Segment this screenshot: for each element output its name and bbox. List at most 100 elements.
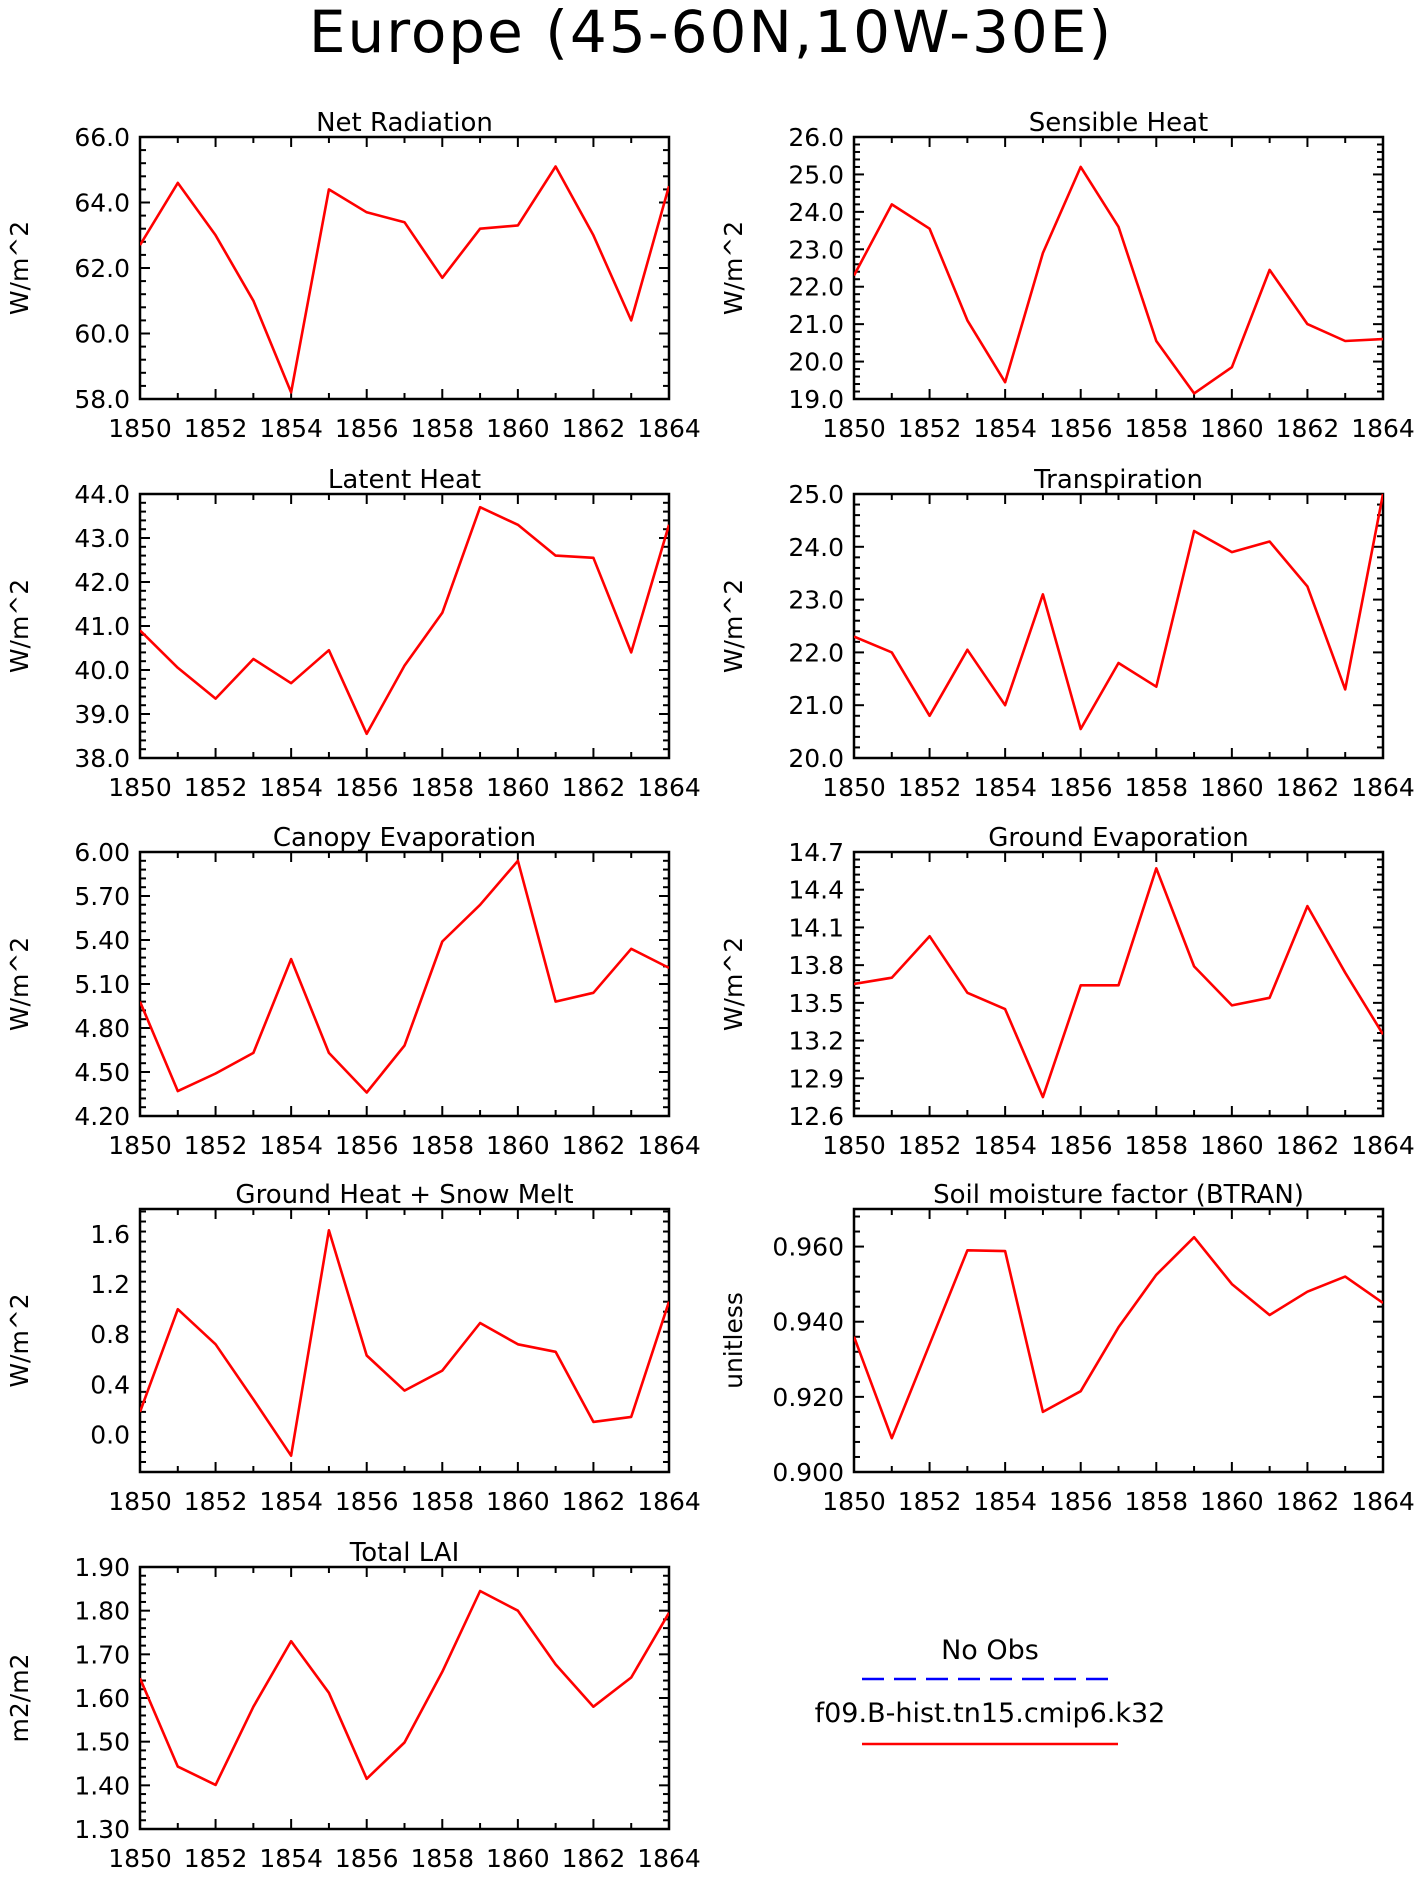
y-tick-label: 22.0 <box>788 638 844 667</box>
x-tick-label: 1862 <box>1276 1487 1340 1516</box>
x-tick-label: 1854 <box>259 1131 323 1160</box>
x-tick-label: 1852 <box>898 414 962 443</box>
legend-model-label: f09.B-hist.tn15.cmip6.k32 <box>815 1698 1166 1729</box>
y-axis-label: W/m^2 <box>719 579 748 673</box>
x-tick-label: 1852 <box>184 1844 248 1873</box>
plot-frame <box>852 492 1385 760</box>
x-tick-label: 1858 <box>410 1844 474 1873</box>
x-tick-label: 1862 <box>1276 773 1340 802</box>
y-axis-label: W/m^2 <box>5 221 34 315</box>
chart-panel: Total LAI 1850 1852 1854 1856 1858 1860 1862 186… <box>5 1538 701 1873</box>
x-tick-label: 1860 <box>486 1131 550 1160</box>
panels: Net Radiation 1850 1852 1854 1856 1858 1860 186… <box>5 108 1415 1873</box>
y-tick-label: 25.0 <box>788 480 844 509</box>
y-tick-label: 26.0 <box>788 123 844 152</box>
panel-title: Ground Heat + Snow Melt <box>235 1180 573 1210</box>
x-tick-label: 1864 <box>1351 773 1415 802</box>
series-line <box>854 493 1383 731</box>
panel-title: Soil moisture factor (BTRAN) <box>933 1180 1304 1210</box>
y-tick-label: 22.0 <box>788 273 844 302</box>
panel-title: Sensible Heat <box>1029 108 1208 138</box>
y-tick-label: 19.0 <box>788 385 844 414</box>
y-tick-label: 12.9 <box>788 1064 844 1093</box>
y-tick-label: 1.50 <box>74 1728 130 1757</box>
x-tick-label: 1858 <box>1124 414 1188 443</box>
y-tick-label: 60.0 <box>74 320 130 349</box>
x-tick-label: 1852 <box>184 773 248 802</box>
x-tick-label: 1860 <box>1200 1131 1264 1160</box>
chart-panel: Latent Heat 1850 1852 1854 1856 1858 1860 1862 1… <box>5 465 701 802</box>
plot-frame <box>852 1207 1385 1474</box>
figure-title: Europe (45-60N,10W-30E) <box>309 0 1113 66</box>
panel-title: Canopy Evaporation <box>273 823 536 853</box>
y-tick-label: 0.920 <box>772 1383 844 1412</box>
x-tick-label: 1862 <box>1276 414 1340 443</box>
y-tick-label: 1.90 <box>74 1553 130 1582</box>
x-tick-label: 1852 <box>184 1487 248 1516</box>
y-tick-label: 1.2 <box>90 1270 130 1299</box>
series-line <box>854 1235 1383 1440</box>
y-tick-label: 44.0 <box>74 480 130 509</box>
x-tick-label: 1858 <box>410 773 474 802</box>
series-line <box>140 1229 669 1457</box>
y-tick-label: 0.8 <box>90 1320 130 1349</box>
y-tick-label: 23.0 <box>788 586 844 615</box>
x-tick-label: 1860 <box>486 1844 550 1873</box>
x-tick-label: 1864 <box>1351 1131 1415 1160</box>
x-tick-label: 1858 <box>1124 1131 1188 1160</box>
x-tick-label: 1858 <box>1124 773 1188 802</box>
x-tick-label: 1854 <box>259 414 323 443</box>
x-tick-label: 1862 <box>1276 1131 1340 1160</box>
y-tick-label: 58.0 <box>74 385 130 414</box>
y-tick-label: 1.70 <box>74 1640 130 1669</box>
y-tick-label: 0.960 <box>772 1233 844 1262</box>
y-tick-label: 39.0 <box>74 700 130 729</box>
y-tick-label: 4.50 <box>74 1058 130 1087</box>
x-tick-label: 1864 <box>1351 1487 1415 1516</box>
x-tick-label: 1854 <box>259 1487 323 1516</box>
chart-panel: Ground Evaporation 1850 1852 1854 1856 1858 18… <box>719 823 1415 1160</box>
x-tick-label: 1852 <box>184 1131 248 1160</box>
y-tick-label: 13.8 <box>788 951 844 980</box>
y-tick-label: 13.5 <box>788 989 844 1018</box>
series-line <box>854 866 1383 1099</box>
y-tick-label: 12.6 <box>788 1102 844 1131</box>
legend-obs-label: No Obs <box>941 1635 1039 1666</box>
x-tick-label: 1858 <box>410 1131 474 1160</box>
y-tick-label: 5.40 <box>74 926 130 955</box>
x-tick-label: 1852 <box>898 773 962 802</box>
x-tick-label: 1852 <box>184 414 248 443</box>
y-tick-label: 66.0 <box>74 123 130 152</box>
x-tick-label: 1854 <box>259 773 323 802</box>
y-tick-label: 1.80 <box>74 1597 130 1626</box>
x-tick-label: 1864 <box>1351 414 1415 443</box>
x-tick-label: 1860 <box>486 414 550 443</box>
y-tick-label: 5.10 <box>74 970 130 999</box>
y-axis-label: m2/m2 <box>5 1654 34 1743</box>
x-tick-label: 1850 <box>108 1131 172 1160</box>
y-tick-label: 1.40 <box>74 1771 130 1800</box>
x-tick-label: 1860 <box>486 773 550 802</box>
x-tick-label: 1856 <box>1049 1131 1113 1160</box>
plot-frame <box>138 1207 671 1474</box>
chart-panel: Soil moisture factor (BTRAN) 1850 1852 1854… <box>719 1180 1415 1516</box>
plot-frame <box>852 135 1385 401</box>
x-tick-label: 1854 <box>259 1844 323 1873</box>
chart-panel: Canopy Evaporation 1850 1852 1854 1856 1858 18… <box>5 823 701 1160</box>
y-tick-label: 23.0 <box>788 235 844 264</box>
x-tick-label: 1864 <box>637 1131 701 1160</box>
x-tick-label: 1856 <box>1049 1487 1113 1516</box>
x-tick-label: 1856 <box>335 773 399 802</box>
x-tick-label: 1860 <box>1200 414 1264 443</box>
plot-frame <box>138 492 671 760</box>
x-tick-label: 1852 <box>898 1487 962 1516</box>
chart-panel: Sensible Heat 1850 1852 1854 1856 1858 1860 186… <box>719 108 1415 443</box>
x-tick-label: 1850 <box>108 1844 172 1873</box>
y-axis-label: W/m^2 <box>5 1293 34 1387</box>
y-tick-label: 21.0 <box>788 310 844 339</box>
y-tick-label: 14.4 <box>788 876 844 905</box>
x-tick-label: 1864 <box>637 1487 701 1516</box>
legend: No Obs f09.B-hist.tn15.cmip6.k32 <box>815 1635 1166 1746</box>
x-tick-label: 1854 <box>973 773 1037 802</box>
series-line <box>140 859 669 1094</box>
